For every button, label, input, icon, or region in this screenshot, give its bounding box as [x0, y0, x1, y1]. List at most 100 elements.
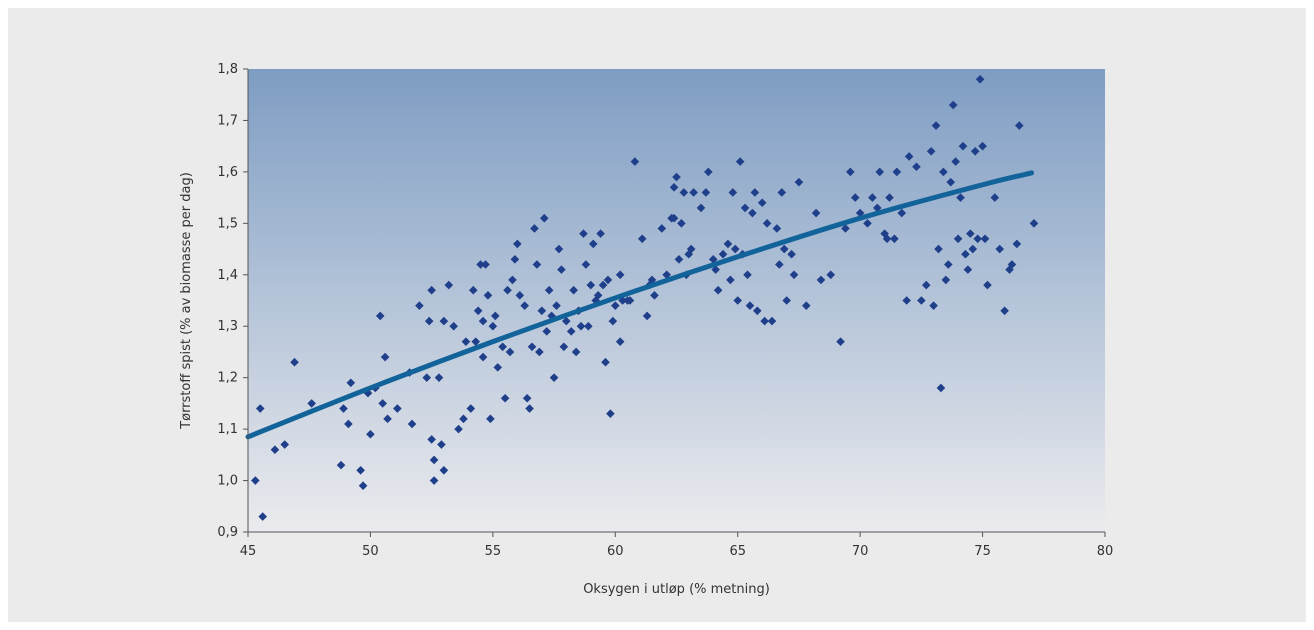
data-point: [948, 100, 958, 110]
data-point: [902, 296, 911, 305]
data-point: [503, 285, 512, 295]
x-tick-label: 55: [485, 544, 502, 559]
x-tick-label: 70: [852, 544, 869, 559]
data-point: [1015, 121, 1024, 130]
data-point: [772, 224, 782, 233]
data-point: [375, 311, 385, 321]
data-point: [811, 208, 821, 218]
data-point: [559, 342, 569, 352]
data-point: [625, 296, 635, 305]
data-point: [890, 234, 899, 244]
data-point: [478, 316, 488, 326]
x-axis-ticks: 45 50 55 60 65 70 75 80: [240, 532, 1113, 559]
data-point: [449, 321, 458, 331]
data-point: [454, 424, 463, 434]
data-point: [549, 373, 559, 382]
data-point: [437, 440, 446, 449]
data-point: [615, 337, 625, 346]
data-point: [356, 465, 365, 475]
data-point: [926, 147, 936, 156]
x-tick-label: 60: [607, 544, 624, 559]
data-point: [1007, 260, 1017, 269]
data-point: [483, 291, 493, 300]
data-point: [459, 414, 468, 424]
data-point: [735, 157, 745, 166]
data-point: [513, 239, 522, 249]
data-point: [610, 301, 620, 310]
data-point: [380, 352, 390, 362]
data-point: [677, 219, 686, 228]
data-point: [743, 270, 752, 280]
data-point: [767, 316, 777, 326]
data-point: [728, 188, 738, 197]
data-point: [966, 229, 975, 238]
data-point: [1029, 219, 1039, 228]
data-point: [358, 481, 368, 490]
data-point: [718, 249, 728, 259]
data-point: [730, 244, 740, 254]
y-tick-label: 1,3: [217, 319, 238, 334]
data-point: [686, 244, 696, 254]
data-point: [1012, 239, 1022, 249]
data-point: [970, 147, 980, 156]
data-point: [339, 404, 348, 413]
y-tick-label: 1,0: [217, 474, 238, 489]
plot-area: [248, 69, 1105, 532]
data-point: [493, 363, 503, 372]
data-point: [841, 224, 850, 233]
data-point: [951, 157, 960, 166]
data-point: [794, 177, 804, 187]
data-point: [596, 229, 605, 238]
data-point: [921, 280, 931, 290]
data-point: [936, 383, 946, 393]
data-point: [615, 270, 625, 280]
x-tick-label: 50: [362, 544, 379, 559]
data-point: [647, 275, 657, 285]
data-point: [850, 193, 860, 202]
data-point: [775, 260, 784, 269]
data-point: [943, 260, 953, 269]
data-point: [581, 260, 591, 269]
data-point: [782, 296, 791, 305]
data-point: [748, 208, 757, 218]
data-point: [554, 244, 564, 254]
data-point: [704, 167, 713, 177]
data-point: [439, 316, 449, 326]
data-point: [593, 291, 603, 300]
data-point: [980, 234, 990, 244]
data-point: [478, 352, 488, 362]
data-point: [941, 275, 951, 285]
data-point: [939, 167, 948, 177]
data-point: [586, 280, 596, 290]
y-tick-label: 1,8: [217, 62, 238, 77]
data-point: [434, 373, 444, 382]
data-point: [584, 321, 593, 331]
data-point: [525, 404, 534, 413]
data-point: [882, 234, 892, 244]
data-point: [787, 249, 796, 259]
data-point: [723, 239, 733, 249]
x-tick-label: 65: [729, 544, 746, 559]
data-point: [471, 337, 481, 346]
data-point: [701, 188, 711, 197]
data-point: [476, 260, 485, 269]
data-point: [488, 321, 498, 331]
data-point: [917, 296, 926, 305]
data-point: [713, 285, 723, 295]
data-point: [789, 270, 799, 280]
data-point: [669, 183, 679, 192]
data-point: [953, 234, 963, 244]
data-point: [557, 265, 566, 274]
data-point: [836, 337, 845, 346]
data-point: [696, 203, 706, 213]
data-point: [929, 301, 938, 310]
data-point: [762, 219, 772, 228]
data-point: [642, 311, 652, 321]
data-point: [539, 213, 549, 223]
data-point: [650, 291, 659, 300]
chart-frame: 0,9 1,0 1,1 1,2 1,3 1,4 1,5 1,6 1,7 1,8 45 50 55 60 6…: [8, 8, 1306, 622]
data-point: [897, 208, 907, 218]
data-point: [726, 275, 735, 285]
data-point: [552, 301, 561, 310]
data-point: [875, 167, 885, 177]
